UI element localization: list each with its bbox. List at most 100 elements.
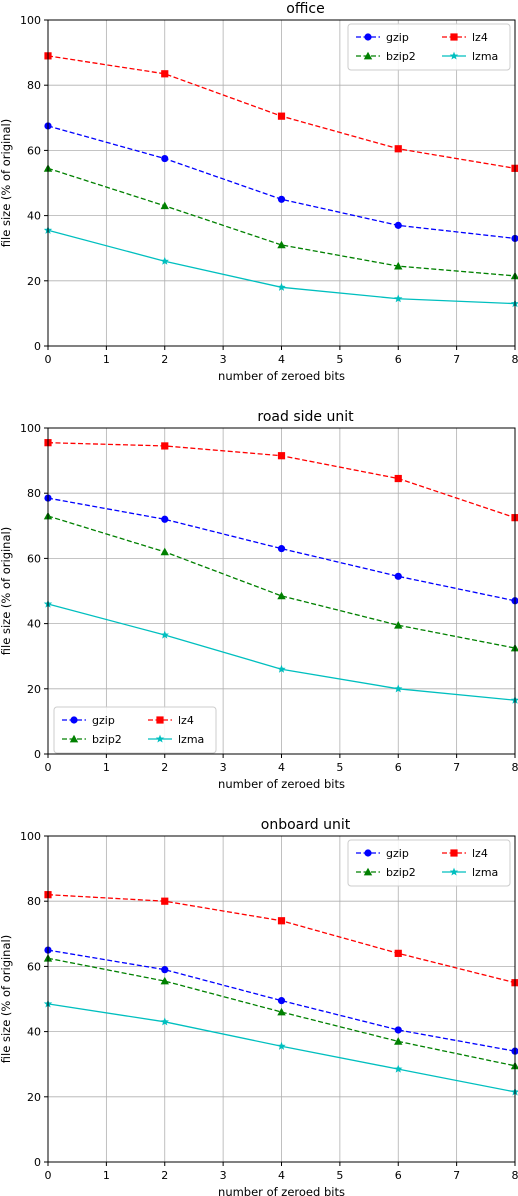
data-point-bzip2 [510,643,518,652]
x-axis-label: number of zeroed bits [218,1185,345,1196]
legend-box [347,23,511,71]
data-point-lz4 [394,949,402,957]
legend-marker [155,734,165,743]
legend-item-lzma: lzma [442,50,498,63]
series-gzip [44,122,518,243]
data-point-lzma [394,684,403,693]
legend-label: gzip [386,847,409,860]
legend-marker [449,867,459,876]
data-point-lzma [394,294,403,303]
legend-label: lz4 [472,847,488,860]
data-point-bzip2 [394,1037,403,1045]
data-point-lzma [277,664,286,673]
legend-item-bzip2: bzip2 [356,866,416,879]
data-point-lz4 [394,145,402,153]
data-point-lz4 [277,452,286,460]
data-point-bzip2 [277,240,286,249]
legend-label: lz4 [178,714,194,727]
legend-label: bzip2 [92,733,122,746]
y-tick-label: 0 [34,748,41,761]
legend-marker [364,849,372,857]
x-tick-label: 0 [45,1169,52,1182]
legend: gzip bzip2 lz4 lzma [347,839,511,887]
legend: gzip bzip2 lz4 lzma [53,706,217,754]
x-tick-label: 1 [103,353,110,366]
data-point-lz4 [394,474,402,483]
y-tick-label: 20 [27,275,41,288]
legend-marker [450,849,458,857]
data-point-gzip [394,572,402,580]
legend-item-gzip: gzip [356,847,409,860]
y-axis-label: file size (% of original) [0,935,13,1063]
legend-label: lzma [472,866,498,879]
x-tick-label: 8 [512,353,518,366]
data-point-lzma [277,1041,286,1050]
grid [47,427,516,755]
x-tick-label: 5 [336,1169,343,1182]
y-tick-label: 0 [34,1156,41,1169]
data-point-bzip2 [510,1061,518,1070]
legend-label: bzip2 [386,866,416,879]
series-gzip [44,494,518,605]
chart-title: office [286,1,324,17]
legend-marker [450,33,458,41]
legend-box [53,706,217,754]
y-tick-label: 100 [20,830,41,843]
legend-marker [364,33,372,41]
chart-title: onboard unit [261,817,351,833]
data-point-gzip [161,154,169,163]
legend-label: lzma [472,50,498,63]
data-point-bzip2 [160,976,169,985]
x-tick-label: 7 [453,761,460,774]
x-tick-label: 4 [278,1169,285,1182]
x-axis-label: number of zeroed bits [218,369,345,383]
series-bzip2 [43,954,518,1070]
y-tick-label: 80 [27,79,41,92]
legend-item-lzma: lzma [442,866,498,879]
series-bzip2 [43,511,518,652]
legend-item-gzip: gzip [356,31,409,44]
x-tick-label: 3 [220,761,227,774]
data-point-bzip2 [277,1007,286,1016]
x-tick-label: 5 [336,761,343,774]
legend-marker [363,51,373,60]
data-point-lzma [160,256,169,265]
series-line-gzip [47,497,516,602]
data-point-bzip2 [394,621,403,629]
x-tick-label: 7 [453,353,460,366]
data-point-gzip [394,221,402,229]
y-tick-label: 60 [27,552,41,565]
x-tick-label: 0 [45,761,52,774]
data-point-gzip [394,1026,402,1034]
legend-label: lz4 [472,31,488,44]
x-tick-label: 3 [220,353,227,366]
data-point-lzma [160,1017,169,1026]
data-point-lz4 [161,442,169,450]
legend-item-bzip2: bzip2 [356,50,416,63]
data-point-bzip2 [160,201,169,210]
data-point-lz4 [277,112,286,120]
legend-label: lzma [178,733,204,746]
y-tick-label: 40 [27,1026,41,1039]
data-point-gzip [277,545,286,553]
y-tick-label: 80 [27,895,41,908]
series-line-gzip [47,949,516,1052]
series-line-bzip2 [47,957,516,1067]
data-point-lz4 [277,917,286,925]
legend-label: gzip [92,714,115,727]
data-point-gzip [277,997,286,1005]
data-point-lzma [510,299,518,308]
y-tick-label: 40 [27,210,41,223]
x-tick-label: 3 [220,1169,227,1182]
data-point-lzma [160,630,169,639]
legend-item-lz4: lz4 [148,714,194,727]
x-tick-label: 2 [161,1169,168,1182]
data-point-gzip [277,195,286,203]
y-tick-label: 20 [27,683,41,696]
x-tick-label: 8 [512,761,518,774]
chart-title: road side unit [257,409,354,425]
legend-marker [70,716,78,724]
